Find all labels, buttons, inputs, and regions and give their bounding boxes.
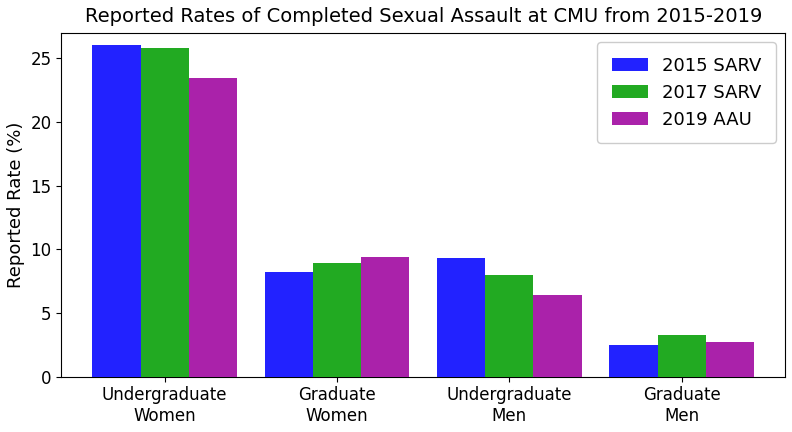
Bar <box>265 272 313 377</box>
Title: Reported Rates of Completed Sexual Assault at CMU from 2015-2019: Reported Rates of Completed Sexual Assau… <box>85 7 762 26</box>
Bar <box>361 257 409 377</box>
Y-axis label: Reported Rate (%): Reported Rate (%) <box>7 121 25 288</box>
Bar <box>485 275 534 377</box>
Bar <box>141 48 188 377</box>
Bar <box>706 342 754 377</box>
Bar <box>534 295 582 377</box>
Bar <box>313 264 361 377</box>
Legend: 2015 SARV, 2017 SARV, 2019 AAU: 2015 SARV, 2017 SARV, 2019 AAU <box>597 42 776 143</box>
Bar <box>657 334 706 377</box>
Bar <box>93 44 141 377</box>
Bar <box>609 345 657 377</box>
Bar <box>437 258 485 377</box>
Bar <box>188 78 237 377</box>
